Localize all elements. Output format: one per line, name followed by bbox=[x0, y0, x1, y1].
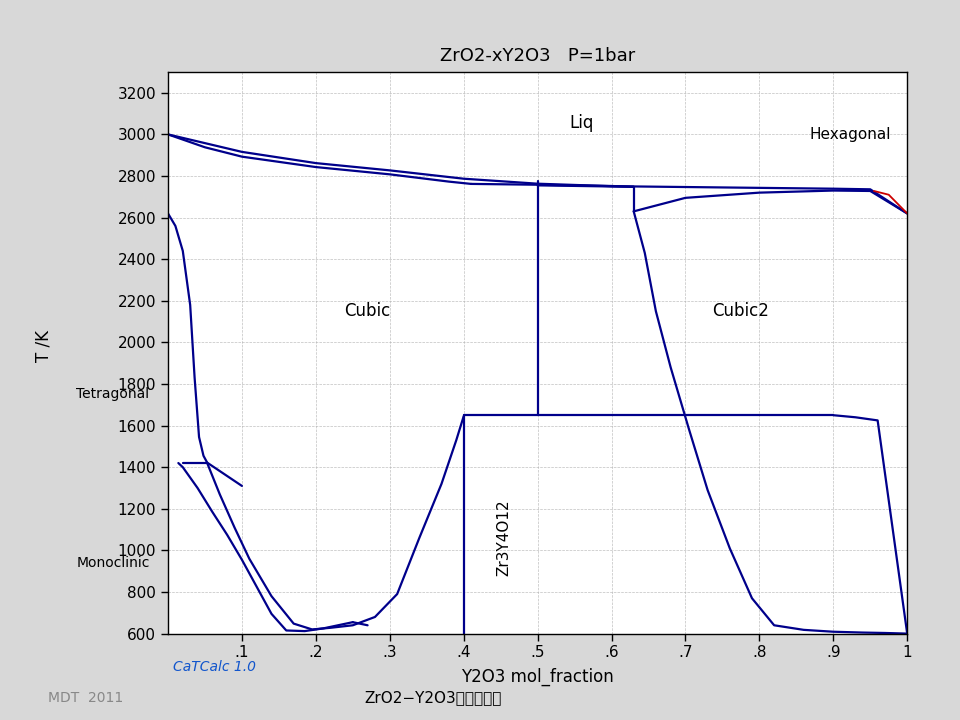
Text: CaTCalc 1.0: CaTCalc 1.0 bbox=[173, 660, 255, 674]
Text: T /K: T /K bbox=[35, 330, 52, 361]
Text: Hexagonal: Hexagonal bbox=[809, 127, 891, 142]
Text: Tetragonal: Tetragonal bbox=[77, 387, 150, 401]
Text: Zr3Y4O12: Zr3Y4O12 bbox=[497, 500, 512, 576]
Text: Liq: Liq bbox=[570, 114, 594, 132]
Text: Cubic2: Cubic2 bbox=[712, 302, 769, 320]
X-axis label: Y2O3 mol_fraction: Y2O3 mol_fraction bbox=[461, 667, 614, 685]
Text: ZrO2−Y2O3　縦断面図: ZrO2−Y2O3 縦断面図 bbox=[365, 690, 502, 705]
Text: Cubic: Cubic bbox=[345, 302, 391, 320]
Title: ZrO2-xY2O3   P=1bar: ZrO2-xY2O3 P=1bar bbox=[440, 47, 636, 65]
Text: MDT  2011: MDT 2011 bbox=[48, 691, 123, 705]
Text: Monoclinic: Monoclinic bbox=[76, 556, 150, 570]
